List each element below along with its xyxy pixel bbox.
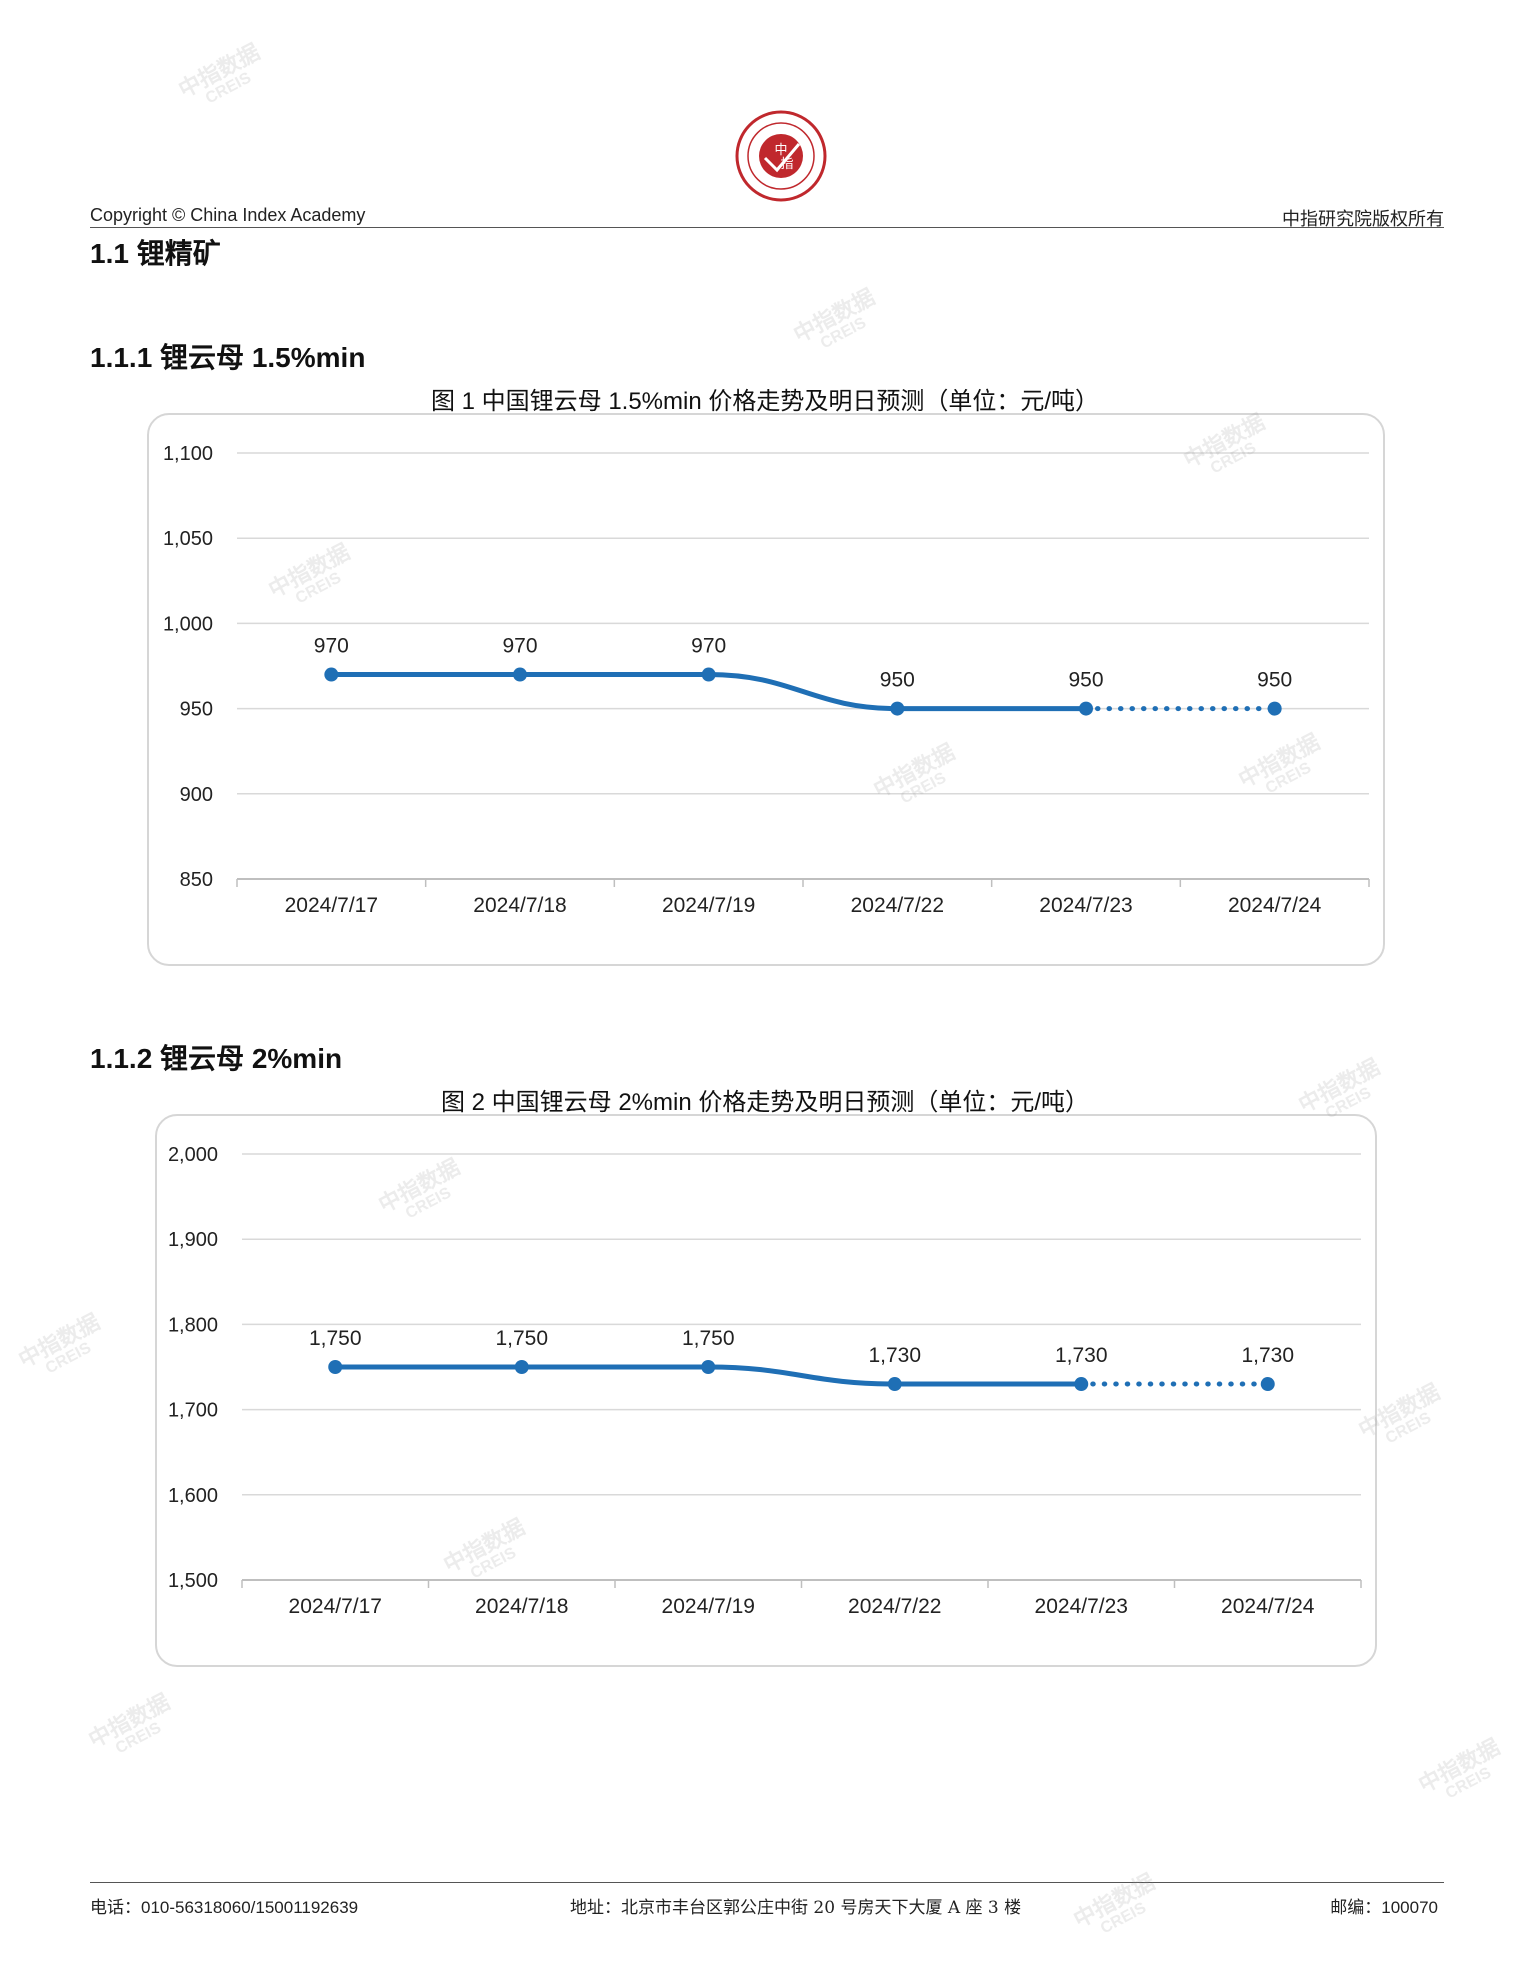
data-label: 950 bbox=[880, 669, 915, 692]
chart-svg: 1,500 1,600 1,700 1,800 1,900 2,000 2024/7/17 2… bbox=[168, 1144, 1362, 1618]
data-label: 1,730 bbox=[868, 1344, 921, 1367]
data-point bbox=[1260, 1377, 1275, 1392]
section-title: 1.1 锂精矿 bbox=[90, 238, 221, 269]
x-tick-label: 2024/7/23 bbox=[1035, 1595, 1128, 1618]
x-tick-label: 2024/7/24 bbox=[1228, 894, 1322, 917]
data-label: 970 bbox=[502, 635, 537, 658]
data-point bbox=[513, 667, 527, 682]
x-tick-label: 2024/7/19 bbox=[662, 1595, 755, 1618]
y-tick-label: 1,050 bbox=[163, 528, 213, 550]
data-label: 1,750 bbox=[309, 1327, 362, 1350]
header-divider bbox=[90, 227, 1444, 228]
x-tick-label: 2024/7/18 bbox=[473, 894, 566, 917]
data-label: 950 bbox=[1257, 669, 1292, 692]
x-tick-label: 2024/7/22 bbox=[851, 894, 944, 917]
chart-svg: 850 900 950 1,000 1,050 1,100 2024/7/17 2024/7/… bbox=[163, 443, 1370, 917]
y-tick-label: 1,100 bbox=[163, 443, 213, 465]
subsection-title-2: 1.1.2 锂云母 2%min bbox=[90, 1043, 343, 1074]
footer-divider bbox=[90, 1882, 1444, 1883]
data-point bbox=[324, 667, 339, 682]
svg-text:中: 中 bbox=[774, 143, 787, 158]
china-index-academy-logo: 中 指 bbox=[735, 110, 827, 202]
footer-address: 地址：北京市丰台区郭公庄中街 20 号房天下大厦 A 座 3 楼 bbox=[570, 1898, 1022, 1918]
data-label: 1,750 bbox=[682, 1327, 735, 1350]
subsection-title-1: 1.1.1 锂云母 1.5%min bbox=[90, 342, 366, 373]
data-label: 950 bbox=[1068, 669, 1103, 692]
y-tick-label: 1,800 bbox=[168, 1314, 218, 1336]
x-tick-label: 2024/7/24 bbox=[1221, 1595, 1315, 1618]
y-tick-label: 850 bbox=[180, 869, 213, 891]
chart-2: 1,500 1,600 1,700 1,800 1,900 2,000 2024/7/17 2… bbox=[155, 1114, 1377, 1667]
y-tick-label: 2,000 bbox=[168, 1144, 218, 1166]
data-point bbox=[1079, 701, 1093, 716]
data-point bbox=[701, 667, 716, 682]
chart-1: 850 900 950 1,000 1,050 1,100 2024/7/17 2024/7/… bbox=[147, 413, 1385, 966]
y-tick-label: 950 bbox=[180, 699, 213, 721]
data-point bbox=[890, 701, 905, 716]
data-label: 1,730 bbox=[1055, 1344, 1108, 1367]
x-tick-label: 2024/7/22 bbox=[848, 1595, 941, 1618]
data-label: 1,730 bbox=[1241, 1344, 1294, 1367]
x-tick-label: 2024/7/23 bbox=[1039, 894, 1132, 917]
footer-postcode: 邮编：100070 bbox=[1330, 1898, 1438, 1917]
rights-text: 中指研究院版权所有 bbox=[1282, 209, 1444, 230]
x-tick-label: 2024/7/17 bbox=[285, 894, 378, 917]
y-tick-label: 900 bbox=[180, 784, 213, 806]
y-tick-label: 1,000 bbox=[163, 613, 213, 635]
chart-2-title: 图 2 中国锂云母 2%min 价格走势及明日预测（单位：元/吨） bbox=[440, 1089, 1090, 1116]
y-tick-label: 1,700 bbox=[168, 1400, 218, 1422]
copyright-text: Copyright © China Index Academy bbox=[90, 205, 366, 225]
data-point bbox=[1267, 701, 1282, 716]
x-tick-label: 2024/7/18 bbox=[475, 1595, 568, 1618]
data-point bbox=[514, 1360, 529, 1374]
data-point bbox=[701, 1360, 716, 1374]
data-label: 970 bbox=[691, 635, 726, 658]
y-tick-label: 1,600 bbox=[168, 1485, 218, 1507]
x-tick-label: 2024/7/17 bbox=[289, 1595, 382, 1618]
x-tick-label: 2024/7/19 bbox=[662, 894, 755, 917]
data-point bbox=[887, 1377, 902, 1392]
data-point bbox=[1074, 1377, 1089, 1392]
data-point bbox=[328, 1360, 343, 1374]
y-tick-label: 1,900 bbox=[168, 1229, 218, 1251]
footer-phone: 电话：010-56318060/15001192639 bbox=[90, 1898, 359, 1917]
y-tick-label: 1,500 bbox=[168, 1570, 218, 1592]
data-label: 1,750 bbox=[495, 1327, 548, 1350]
data-label: 970 bbox=[314, 635, 349, 658]
chart-1-title: 图 1 中国锂云母 1.5%min 价格走势及明日预测（单位：元/吨） bbox=[430, 388, 1100, 415]
